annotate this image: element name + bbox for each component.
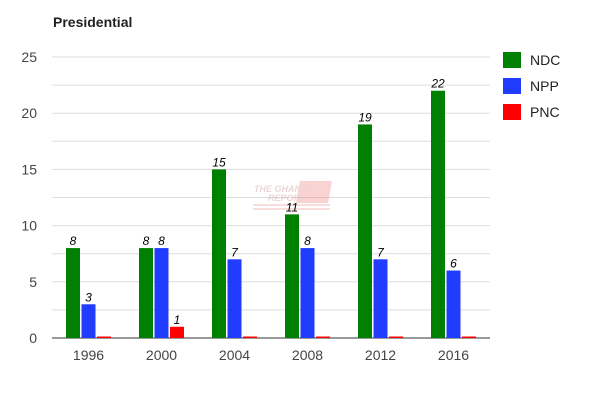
y-tick-label: 0 — [29, 330, 37, 346]
y-tick-label: 10 — [21, 218, 37, 234]
bar-npp — [300, 248, 315, 338]
y-tick-label: 15 — [21, 161, 37, 177]
bar-ndc — [139, 248, 153, 338]
bar-ndc — [358, 124, 372, 338]
data-label: 15 — [212, 155, 226, 169]
bar-npp — [446, 270, 461, 338]
y-tick-label: 25 — [21, 49, 37, 65]
y-tick-label: 20 — [21, 105, 37, 121]
data-label: 3 — [85, 290, 92, 304]
data-label: 8 — [143, 234, 150, 248]
watermark-logo: THE GHANA REPORT — [253, 181, 332, 210]
svg-text:THE GHANA: THE GHANA — [254, 184, 308, 194]
bar-pnc — [170, 326, 184, 338]
data-label: 19 — [358, 110, 372, 124]
bar-npp — [227, 259, 242, 338]
bar-pnc — [243, 336, 257, 338]
bar-ndc — [431, 90, 445, 338]
svg-text:REPORT: REPORT — [268, 193, 307, 203]
x-tick-label: 2000 — [146, 347, 177, 363]
bar-pnc — [316, 336, 330, 338]
data-label: 8 — [304, 234, 311, 248]
bar-pnc — [97, 336, 111, 338]
x-tick-label: 2012 — [365, 347, 396, 363]
bar-pnc — [462, 336, 476, 338]
data-label: 1 — [174, 313, 181, 327]
legend-swatch-pnc — [503, 104, 521, 120]
y-tick-label: 5 — [29, 274, 37, 290]
legend-swatch-npp — [503, 78, 521, 94]
x-tick-label: 2008 — [292, 347, 323, 363]
bar-ndc — [66, 248, 80, 338]
data-label: 22 — [430, 77, 445, 91]
x-tick-label: 2016 — [438, 347, 469, 363]
bar-ndc — [212, 169, 226, 338]
data-label: 7 — [231, 245, 239, 259]
bar-ndc — [285, 214, 299, 338]
legend-swatch-ndc — [503, 52, 521, 68]
x-tick-label: 1996 — [73, 347, 104, 363]
bar-npp — [81, 304, 96, 338]
legend-label-ndc: NDC — [530, 52, 560, 68]
data-label: 7 — [377, 245, 385, 259]
data-label: 11 — [286, 200, 298, 214]
data-label: 8 — [70, 234, 77, 248]
bar-pnc — [389, 336, 403, 338]
legend-label-pnc: PNC — [530, 104, 560, 120]
x-tick-label: 2004 — [219, 347, 250, 363]
bar-npp — [373, 259, 388, 338]
data-label: 6 — [450, 257, 457, 271]
bar-npp — [154, 248, 169, 338]
legend-label-npp: NPP — [530, 78, 559, 94]
chart-title: Presidential — [53, 14, 132, 30]
data-label: 8 — [158, 234, 165, 248]
